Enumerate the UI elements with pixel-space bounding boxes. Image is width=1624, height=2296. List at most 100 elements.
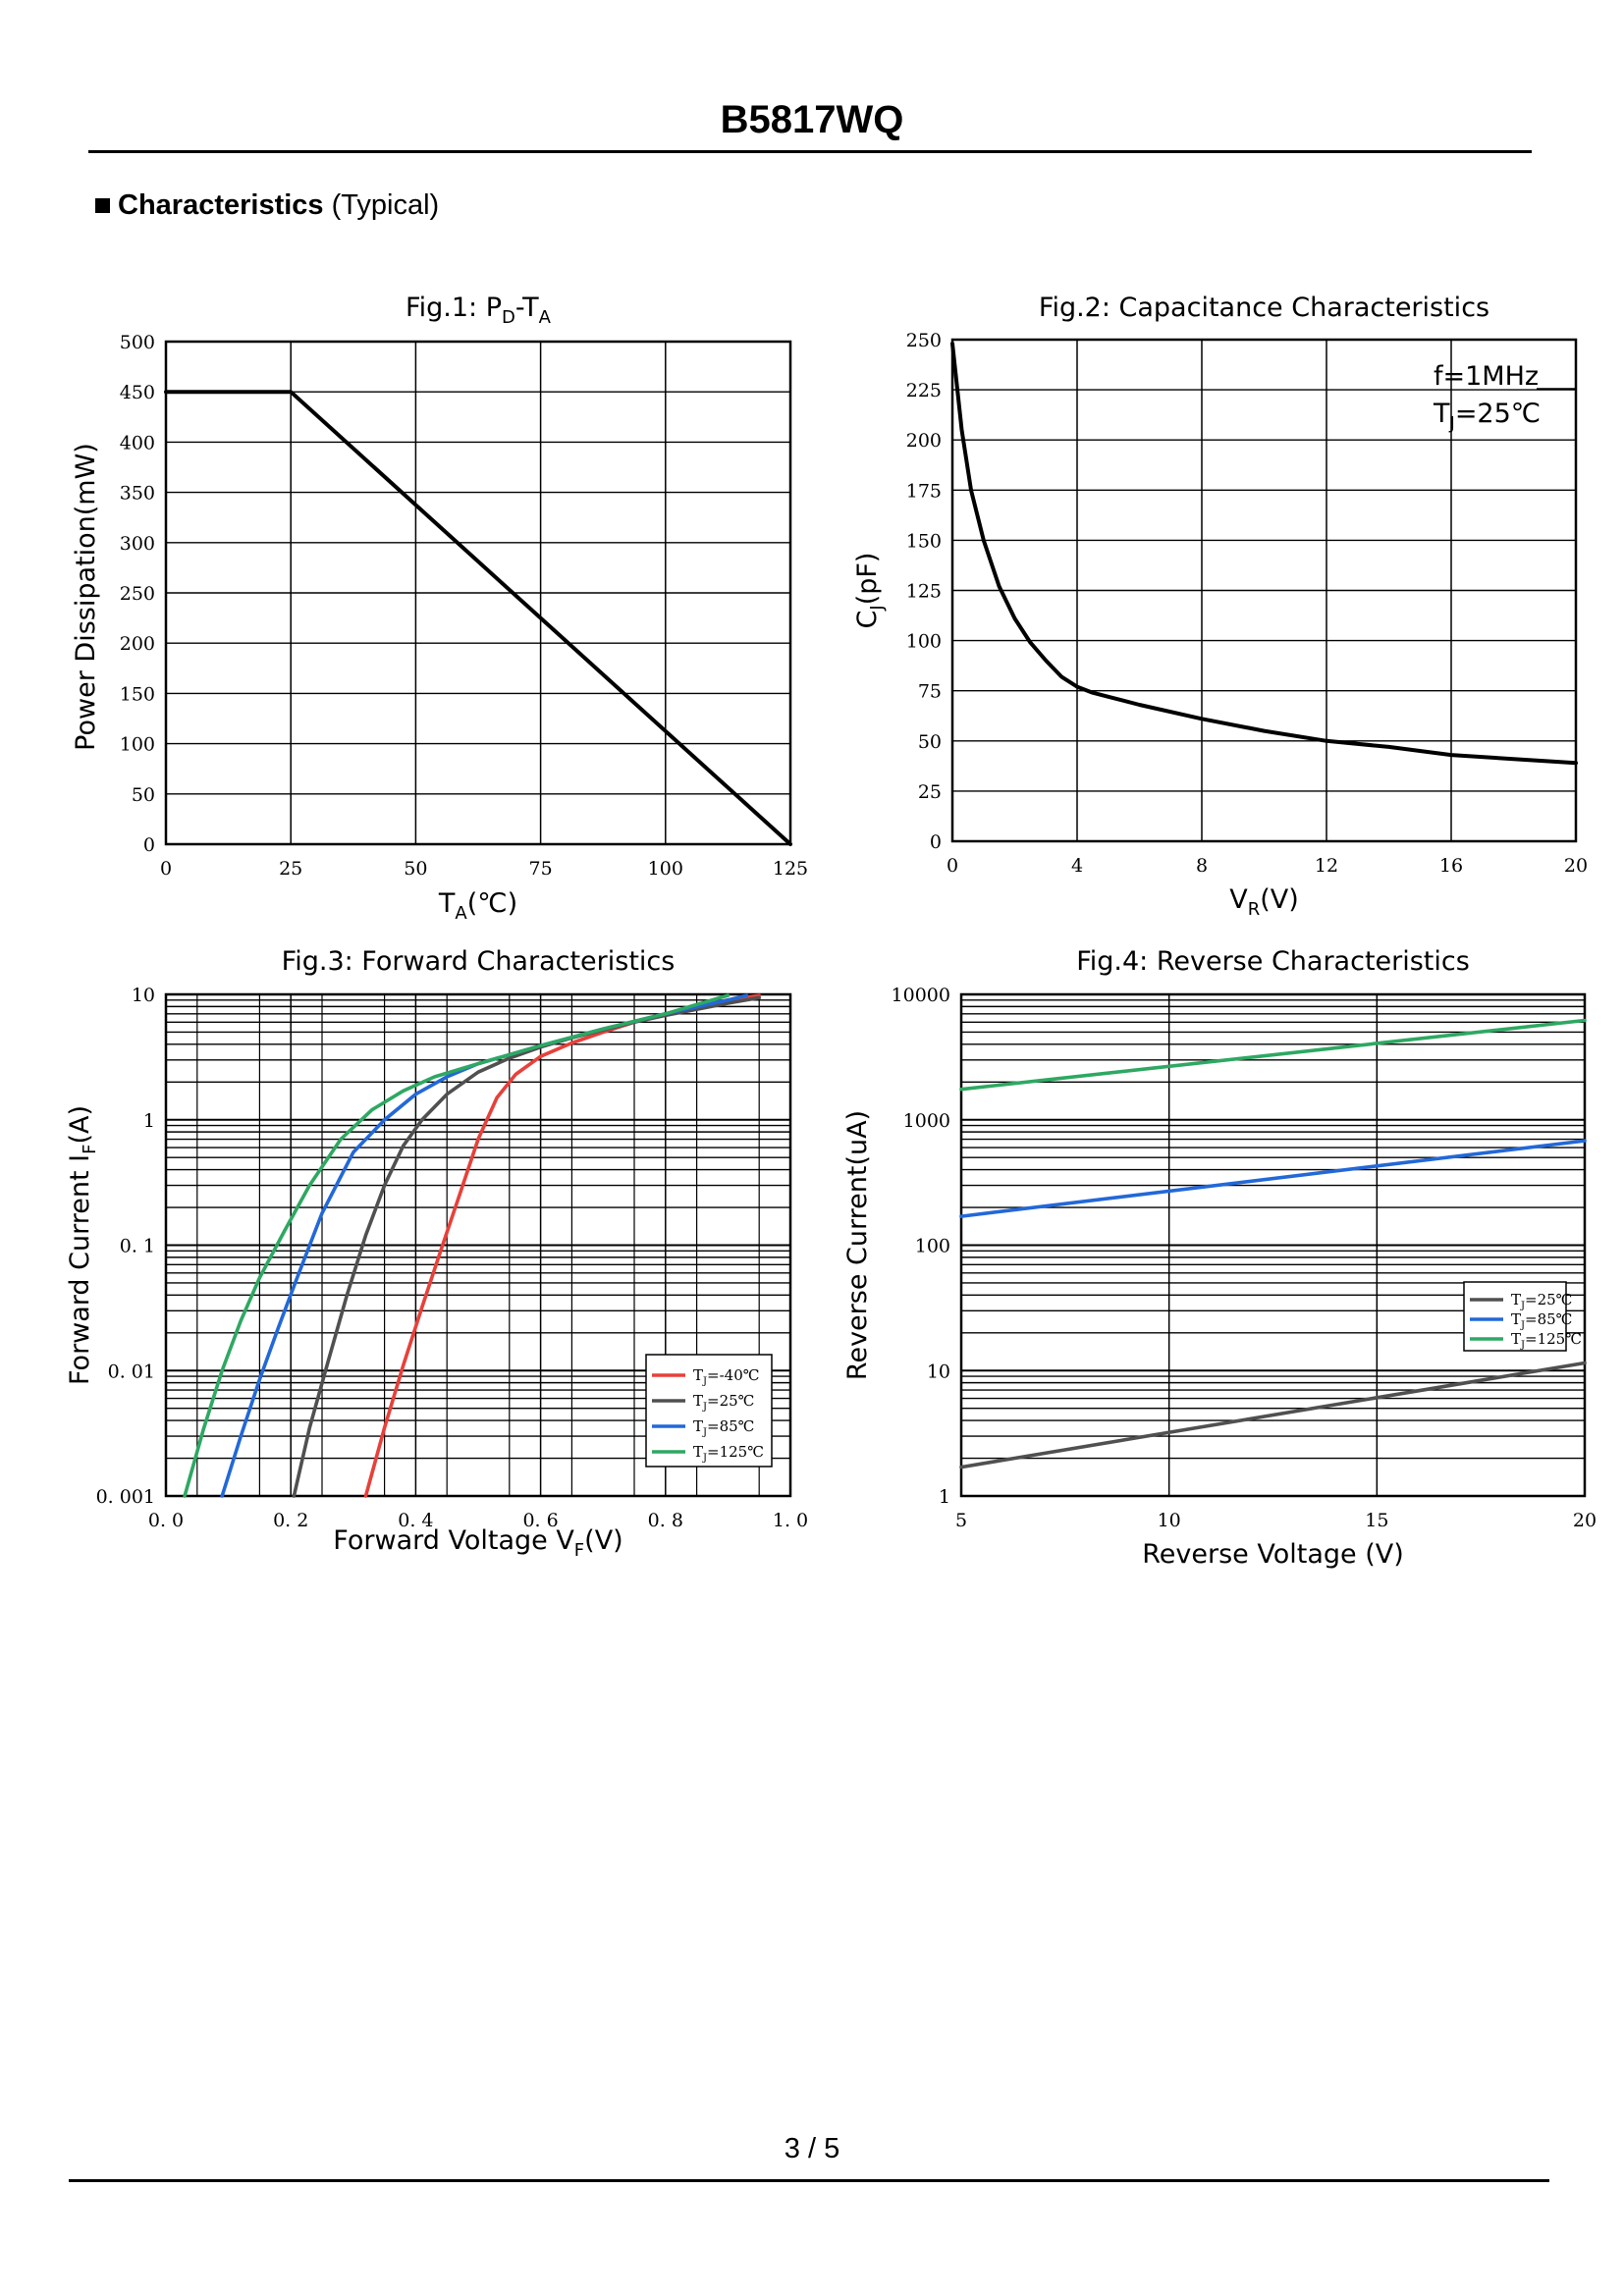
fig1-x-tick-label: 0 — [160, 858, 172, 880]
fig1-y-tick-label: 400 — [120, 432, 155, 454]
fig2-series-line-0 — [950, 342, 1578, 766]
fig2-y-tick-label: 50 — [918, 731, 942, 753]
fig2-annotation-frequency: f=1MHz — [1434, 361, 1539, 392]
fig3-legend-label: TJ=125℃ — [693, 1443, 764, 1464]
fig3-legend-box — [645, 1354, 773, 1468]
fig2-x-tick-label: 0 — [947, 855, 958, 877]
fig4-x-tick-label: 20 — [1573, 1510, 1597, 1531]
fig1-y-tick-label: 300 — [120, 533, 155, 555]
section-qualifier: (Typical) — [331, 189, 440, 221]
fig1-title-sub: A — [539, 307, 552, 328]
fig1-x-tick-label: 25 — [279, 858, 302, 880]
fig3-x-axis-label: Forward Voltage VF(V) — [333, 1525, 623, 1561]
fig3-x-axis-label-text: Forward Voltage V — [333, 1525, 574, 1556]
fig2-y-tick-label: 125 — [906, 581, 942, 603]
fig4-legend-label-sub: J — [1520, 1320, 1525, 1331]
fig1-x-axis-label-sub: A — [455, 903, 467, 924]
fig2-x-tick-label: 20 — [1564, 855, 1588, 877]
fig4-series-line-1 — [959, 1139, 1587, 1218]
fig4-y-tick-label: 1 — [939, 1486, 950, 1508]
fig2-x-tick-label: 4 — [1071, 855, 1083, 877]
fig3-y-tick-label: 10 — [132, 985, 155, 1006]
fig1-title-sub: D — [502, 307, 515, 328]
fig1-y-tick-label: 450 — [120, 382, 155, 403]
fig3-legend-label-sub: J — [702, 1427, 707, 1438]
fig3-legend-label-value: =125℃ — [707, 1443, 764, 1461]
fig1-y-tick-label: 0 — [143, 834, 155, 856]
fig3-x-axis-label-unit: (V) — [584, 1525, 623, 1556]
fig4-legend-label-value: =85℃ — [1525, 1310, 1572, 1328]
fig4-y-tick-label: 100 — [915, 1236, 950, 1257]
section-heading: Characteristics (Typical) — [95, 189, 439, 222]
fig2-annotation-temp-text: T — [1433, 399, 1450, 429]
fig1-y-tick-label: 150 — [120, 683, 155, 705]
fig4-legend-label-text: T — [1511, 1310, 1521, 1328]
fig3-title: Fig.3: Forward Characteristics — [282, 946, 676, 977]
fig3-y-tick-label: 1 — [143, 1110, 155, 1132]
fig2-y-tick-label: 250 — [906, 330, 942, 351]
fig1-x-axis-label: TA(℃) — [438, 888, 517, 924]
fig2-y-tick-label: 175 — [906, 480, 942, 502]
fig3-x-tick-label: 1. 0 — [773, 1510, 808, 1531]
fig2-y-axis-label-text: C — [852, 611, 883, 629]
fig1-y-tick-label: 350 — [120, 483, 155, 505]
fig4-legend-label: TJ=85℃ — [1511, 1310, 1572, 1331]
fig3-legend-label-text: T — [693, 1417, 703, 1435]
fig2-y-tick-label: 200 — [906, 430, 942, 452]
fig1-x-tick-label: 75 — [529, 858, 553, 880]
fig2-y-axis-label-sub: J — [867, 605, 888, 611]
fig3-y-axis-label-sub: F — [80, 1145, 100, 1154]
fig3-x-tick-label: 0. 4 — [398, 1510, 433, 1531]
fig3-x-tick-label: 0. 8 — [648, 1510, 683, 1531]
fig2-y-tick-label: 75 — [918, 681, 942, 703]
header-rule — [88, 150, 1532, 153]
fig2-y-axis-label-unit: (pF) — [852, 553, 883, 606]
fig1-y-tick-label: 50 — [132, 784, 155, 806]
fig3-x-tick-label: 0. 6 — [522, 1510, 558, 1531]
fig2-y-tick-label: 150 — [906, 530, 942, 552]
fig1-chart: 0 25 50 75 100 125 0 50 100 150 200 250 300 350 400 450… — [71, 293, 808, 924]
fig1-y-tick-label: 200 — [120, 633, 155, 655]
fig3-series-line-3 — [183, 993, 731, 1498]
fig4-legend-label-text: T — [1511, 1330, 1521, 1348]
fig1-y-axis-label: Power Dissipation(mW) — [71, 443, 101, 751]
fig3-y-tick-label: 0. 001 — [96, 1486, 155, 1508]
fig1-title-text: Fig.1: P — [406, 293, 502, 323]
fig4-legend-label-value: =125℃ — [1525, 1330, 1582, 1348]
fig3-legend-label-sub: J — [702, 1453, 707, 1464]
fig3-y-tick-label: 0. 1 — [120, 1236, 155, 1257]
fig1-title-text: -T — [515, 293, 539, 323]
fig2-x-axis-label: VR(V) — [1229, 884, 1299, 920]
fig1-y-tick-label: 100 — [120, 734, 155, 756]
fig1-x-tick-label: 100 — [648, 858, 683, 880]
fig2-annotation-temp-value: =25℃ — [1455, 399, 1541, 429]
fig4-x-tick-label: 15 — [1365, 1510, 1388, 1531]
fig3-legend-label-value: =85℃ — [707, 1417, 754, 1435]
fig3-legend-label-text: T — [693, 1366, 703, 1384]
page-title: B5817WQ — [720, 98, 904, 141]
fig1-series-line-0 — [164, 390, 792, 846]
fig4-y-tick-label: 1000 — [903, 1110, 950, 1132]
fig4-legend-label-text: T — [1511, 1291, 1521, 1308]
fig2-title: Fig.2: Capacitance Characteristics — [1039, 293, 1489, 323]
fig3-x-axis-label-sub: F — [574, 1540, 584, 1561]
footer-rule — [69, 2179, 1549, 2182]
fig2-annotation-temp-sub: J — [1449, 413, 1455, 434]
fig4-x-tick-label: 10 — [1158, 1510, 1181, 1531]
fig3-legend-label-value: =-40℃ — [707, 1366, 760, 1384]
fig2-chart: 0 4 8 12 16 200255075100125150175200225250Fig… — [852, 293, 1588, 920]
fig4-y-axis-label: Reverse Current(uA) — [842, 1110, 873, 1380]
fig1-x-tick-label: 125 — [773, 858, 808, 880]
fig3-legend-label-value: =25℃ — [707, 1392, 754, 1410]
fig4-y-tick-label: 10 — [927, 1361, 950, 1382]
fig1-y-tick-label: 250 — [120, 583, 155, 605]
fig3-x-tick-label: 0. 0 — [148, 1510, 184, 1531]
fig3-y-tick-label: 0. 01 — [108, 1361, 155, 1382]
section-title: Characteristics — [118, 189, 324, 221]
fig3-chart: 0. 0 0. 2 0. 4 0. 6 0. 8 1. 0 0. 001 0. 01 0. 1 1… — [65, 946, 808, 1561]
fig4-x-tick-label: 5 — [955, 1510, 967, 1531]
fig4-legend-label-sub: J — [1520, 1340, 1525, 1351]
fig4-chart: 5 10 15 20 1 10 100 1000 10000 Fig.4: Reverse Cha… — [842, 946, 1597, 1570]
fig2-y-tick-label: 25 — [918, 781, 942, 803]
fig3-legend-label-sub: J — [702, 1376, 707, 1387]
